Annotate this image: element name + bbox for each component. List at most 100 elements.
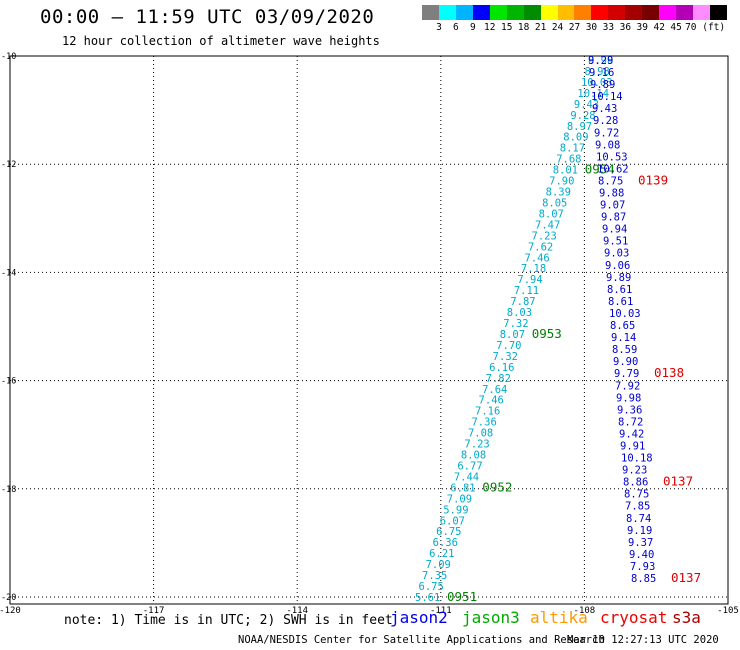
color-swatch [472,5,490,20]
wave-height-value: 9.37 [628,537,653,549]
wave-height-value: 9.07 [600,200,625,212]
wave-height-value: 9.28 [593,115,618,127]
color-swatch [438,5,456,20]
color-swatch [659,5,677,20]
wave-height-value: 9.88 [599,188,624,200]
wave-height-value: 9.23 [622,465,647,477]
wave-height-value: 7.46 [479,395,504,407]
satellite-tracks: 8.988.9810.0310.149.439.288.978.098.177.… [415,55,701,604]
wave-height-value: 9.43 [592,103,617,115]
color-swatch [574,5,592,20]
wave-height-value: 7.44 [454,471,479,483]
wave-height-value: 10.53 [596,151,628,163]
color-scale-label: 39 [636,22,648,33]
wave-height-value: 6.75 [436,526,461,538]
color-scale-label: 9 [469,22,476,33]
color-scale-label: 27 [568,22,581,33]
color-swatch [642,5,660,20]
wave-height-value: 5.61 [415,592,440,604]
wave-height-value: 10.03 [609,308,641,320]
wave-height-value: 9.94 [602,224,627,236]
wave-height-value: 8.74 [626,513,651,525]
latitude-label: -18 [1,485,16,495]
wave-height-value: 8.01 [553,165,578,177]
wave-height-value: 8.61 [608,296,633,308]
wave-height-value: 8.09 [563,132,588,144]
pass-time-label: 0954 [585,162,615,177]
wave-height-value: 7.35 [422,570,447,582]
footer-credit: NOAA/NESDIS Center for Satellite Applica… [238,634,605,646]
color-scale-label: 15 [500,22,513,33]
pass-time-label: 0137 [671,570,701,585]
wave-height-value: 9.06 [605,260,630,272]
track-jason3: 8.988.9810.0310.149.439.288.978.098.177.… [415,55,615,604]
color-swatch [693,5,710,20]
wave-height-value: 9.28 [570,110,595,122]
wave-height-value: 9.16 [589,67,614,79]
wave-height-value: 7.90 [549,176,574,188]
wave-height-value: 8.72 [618,416,643,428]
wave-height-value: 8.17 [560,143,585,155]
pass-time-label: 0953 [532,326,562,341]
units-note: note: 1) Time is in UTC; 2) SWH is in fe… [64,613,393,628]
axis-labels: -120 -117 -114 -111 -108 -105 -10 -12 -14 -16 -18 -… [0,52,739,616]
longitude-label: -111 [430,606,452,616]
wave-height-value: 7.16 [475,406,500,418]
color-swatch [523,5,541,20]
pass-time-label: 0951 [447,589,477,604]
wave-height-value: 7.92 [615,380,640,392]
wave-height-value: 9.19 [627,525,652,537]
wave-height-value: 10.62 [597,163,629,175]
legend-altika: altika [530,608,588,627]
color-scale-label: 6 [453,22,459,33]
color-swatch [676,5,693,20]
wave-height-value: 9.89 [606,272,631,284]
wave-height-value: 8.39 [546,187,571,199]
wave-height-value: 9.87 [601,212,626,224]
wave-height-value: 7.85 [625,501,650,513]
wave-height-value: 9.79 [614,368,639,380]
wave-height-value: 7.82 [486,373,511,385]
wave-height-value: 6.07 [440,515,465,527]
color-swatch [608,5,626,20]
wave-height-value: 9.03 [604,248,629,260]
wave-height-value: 8.07 [539,208,564,220]
wave-height-value: 8.08 [461,450,486,462]
color-scale-bar [422,5,727,20]
wave-height-value: 9.42 [619,428,644,440]
map-frame [9,55,729,605]
wave-height-value: 7.47 [535,219,560,231]
longitude-label: -108 [574,606,596,616]
color-scale-label: 18 [517,22,530,33]
color-swatch [455,5,473,20]
wave-height-value: 9.36 [617,404,642,416]
wave-height-value: 8.61 [607,284,632,296]
wave-height-value: 7.09 [447,493,472,505]
legend-jason2: jason2 [390,608,448,627]
wave-height-value: 9.40 [629,549,654,561]
color-scale-label: 42 [653,22,665,33]
wave-height-value: 7.32 [493,351,518,363]
color-scale-label: 24 [551,22,564,33]
color-scale-label: 3 [436,22,442,33]
wave-height-value: 6.77 [457,460,482,472]
color-swatch [540,5,558,20]
pass-time-label: 0952 [482,479,512,494]
wave-height-value: 8.07 [500,329,525,341]
wave-height-value: 8.65 [610,320,635,332]
page-subtitle: 12 hour collection of altimeter wave hei… [62,34,380,48]
legend-jason3: jason3 [462,608,520,627]
pass-time-label: 0137 [663,474,693,489]
color-swatch [489,5,507,20]
track-cryosat: 9.299.169.8910.149.439.289.729.0810.5310… [588,55,701,585]
wave-height-value: 9.91 [620,440,645,452]
wave-height-value: 8.85 [631,573,656,585]
legend-s3a: s3a [672,608,701,627]
color-scale-label: 70 (ft) [685,22,726,33]
latitude-label: -12 [1,160,16,170]
wave-height-value: 10.03 [581,77,613,89]
footer-timestamp: Mar 10 12:27:13 UTC 2020 [567,634,719,646]
page-title: 00:00 — 11:59 UTC 03/09/2020 [40,6,375,28]
map-grid [9,55,729,604]
wave-height-value: 8.86 [623,477,648,489]
